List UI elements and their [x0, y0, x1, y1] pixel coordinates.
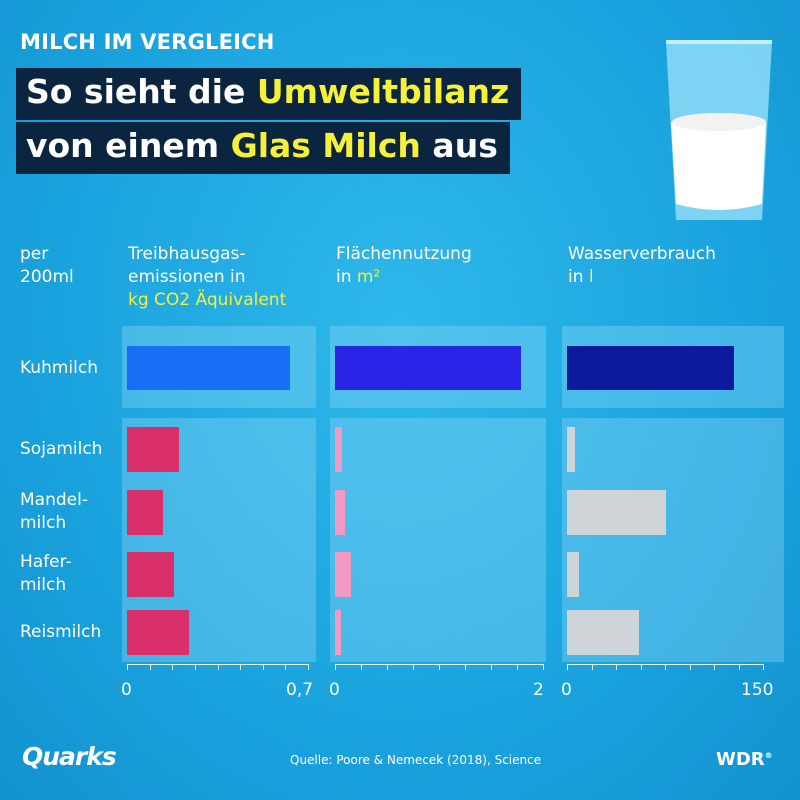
headline-highlight-2: Glas Milch — [230, 126, 421, 165]
bar — [567, 551, 579, 597]
tick-label: 0 — [121, 680, 132, 700]
axis-tick — [361, 664, 362, 670]
bar — [335, 609, 342, 655]
axis-tick — [262, 664, 264, 670]
axis-tick — [567, 664, 568, 670]
panel-title: Wasserverbrauch in l — [568, 244, 716, 287]
axis-tick — [517, 664, 518, 670]
category-label: Hafer-milch — [20, 552, 72, 595]
bar — [567, 489, 667, 535]
bar — [335, 346, 522, 390]
axis-tick — [714, 664, 715, 670]
axis-tick — [439, 664, 440, 670]
tick-label: 150 — [741, 680, 774, 700]
bar — [127, 551, 174, 597]
bar — [567, 426, 575, 472]
axis-tick — [591, 664, 593, 670]
axis-tick — [387, 664, 388, 670]
axis-tick — [172, 664, 174, 670]
axis-tick — [413, 664, 414, 670]
axis-tick — [308, 664, 309, 670]
headline-highlight-1: Umweltbilanz — [256, 72, 510, 111]
axis-tick — [217, 664, 219, 670]
quarks-logo: Quarks — [22, 742, 117, 771]
axis-tick — [465, 664, 466, 670]
category-label: Mandel-milch — [20, 490, 88, 533]
tick-label: 0,7 — [286, 680, 314, 700]
axis-tick — [763, 664, 764, 670]
panel-title: Flächennutzung in m² — [336, 244, 472, 287]
wdr-logo: WDR® — [716, 749, 773, 770]
axis-tick — [127, 664, 128, 670]
category-label: Sojamilch — [20, 438, 103, 459]
axis-tick — [149, 664, 151, 670]
category-label: Kuhmilch — [20, 357, 98, 378]
bar — [127, 489, 164, 535]
axis-tick — [240, 664, 242, 670]
bar — [567, 346, 735, 390]
axis-tick — [665, 664, 666, 670]
axis-tick — [640, 664, 642, 670]
bar — [567, 609, 639, 655]
unit-label: per 200ml — [20, 244, 74, 287]
bar — [127, 609, 190, 655]
bar — [335, 551, 351, 597]
source-text: Quelle: Poore & Nemecek (2018), Science — [290, 753, 542, 767]
axis-tick — [543, 664, 544, 670]
category-label: Reismilch — [20, 621, 102, 642]
milk-glass-icon — [666, 40, 772, 220]
headline-line-1: So sieht die Umweltbilanz — [16, 68, 522, 120]
axis-tick — [738, 664, 740, 670]
axis-tick — [616, 664, 617, 670]
bar — [127, 426, 179, 472]
bar — [335, 489, 346, 535]
axis-tick — [194, 664, 196, 670]
bar — [127, 346, 290, 390]
tick-label: 0 — [329, 680, 340, 700]
bar — [335, 426, 343, 472]
tick-label: 0 — [561, 680, 572, 700]
axis-tick — [285, 664, 287, 670]
axis-tick — [491, 664, 492, 670]
axis-tick — [335, 664, 336, 670]
headline-line-2: von einem Glas Milch aus — [16, 122, 510, 174]
panel-bottom-bg — [330, 418, 546, 662]
axis-tick — [689, 664, 691, 670]
kicker: MILCH IM VERGLEICH — [20, 30, 275, 54]
panel-title: Treibhausgas-emissionen in kg CO2 Äquival… — [128, 244, 287, 310]
tick-label: 2 — [533, 680, 544, 700]
